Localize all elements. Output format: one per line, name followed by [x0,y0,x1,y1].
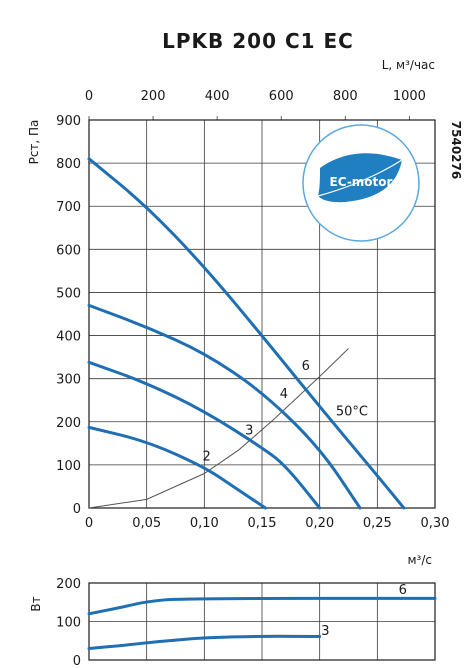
y-axis-label: Рст, Па [27,120,41,165]
y-tick-label: 100 [56,616,81,631]
y-tick-label: 600 [56,243,81,258]
x2-tick-label: 1000 [393,89,426,104]
plot-frame [88,119,436,509]
y-tick-label: 0 [73,502,81,517]
x-tick-label: 0 [85,516,93,531]
badge-text: EC-motor [330,175,393,189]
x2-tick-label: 400 [205,89,230,104]
y-tick-label: 800 [56,157,81,172]
product-code: 7540276 [449,121,463,179]
ec-motor-badge: EC-motor [302,124,420,242]
curve-annotation: 4 [280,387,288,402]
x-tick-label: 0,30 [421,516,450,531]
y-tick-label: 0 [73,654,81,668]
x2-tick-label: 0 [85,89,93,104]
x2-tick-label: 200 [141,89,166,104]
series-line-2 [87,425,267,510]
series-line-3 [87,634,322,650]
x2-tick-label: 800 [333,89,358,104]
x-tick-label: 0,25 [363,516,392,531]
curve-annotation: 3 [321,624,329,639]
power-axis-label: Вт [29,596,43,611]
y-tick-label: 400 [56,330,81,345]
y-tick-label: 200 [56,577,81,592]
x-tick-label: 0,20 [305,516,334,531]
pressure-plot: 0 0,05 0,10 0,15 0,20 0,25 0,30 0 100 200 300 400 50… [56,89,449,531]
series-line-6 [87,157,406,510]
system-curve [88,348,349,509]
series-line-3 [87,360,322,510]
curve-annotation: 3 [245,424,253,439]
chart-title: LPKB 200 C1 EC [162,29,354,53]
y-tick-label: 900 [56,114,81,129]
x2-axis-label: L, м³/час [382,58,435,72]
power-plot: 0 100 200 6 3 [56,577,437,668]
y-tick-label: 700 [56,200,81,215]
x-tick-label: 0,05 [132,516,161,531]
x-axis-label: м³/с [407,553,432,567]
curve-annotation: 2 [202,450,210,465]
curve-annotation: 50°C [336,404,368,419]
leaf-vein [317,159,403,197]
curve-annotation: 6 [399,583,407,598]
series-line-6 [87,596,437,616]
x-tick-label: 0,15 [248,516,277,531]
y-tick-label: 300 [56,373,81,388]
y-tick-label: 100 [56,459,81,474]
plot-frame [88,582,436,661]
x2-tick-label: 600 [269,89,294,104]
y-tick-label: 500 [56,286,81,301]
curve-annotation: 6 [302,359,310,374]
series-line-4 [87,303,362,510]
x-tick-label: 0,10 [190,516,219,531]
y-tick-label: 200 [56,416,81,431]
